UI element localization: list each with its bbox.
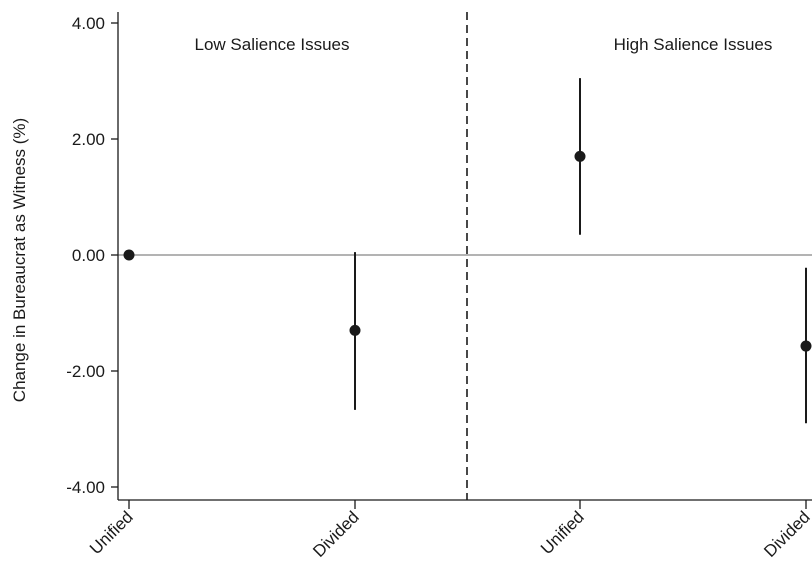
y-tick-label: 0.00 <box>72 246 105 265</box>
y-tick-label: 4.00 <box>72 14 105 33</box>
reference-lines <box>118 12 812 500</box>
x-tick-label: Unified <box>537 507 588 558</box>
y-tick-label: -4.00 <box>66 478 105 497</box>
panel-title: High Salience Issues <box>614 35 773 54</box>
x-tick-label: Divided <box>760 507 812 561</box>
data-point <box>800 340 812 352</box>
y-axis: 4.00 2.00 0.00 -2.00 -4.00 Change in Bureaucr… <box>10 12 119 500</box>
data-point <box>123 249 135 261</box>
x-axis: Unified Divided Unified Divided <box>86 499 812 561</box>
panel-labels: Low Salience Issues High Salience Issues <box>195 35 773 54</box>
data-marks <box>123 78 812 424</box>
y-tick-label: -2.00 <box>66 362 105 381</box>
panel-title: Low Salience Issues <box>195 35 350 54</box>
data-point <box>349 324 361 336</box>
y-axis-title: Change in Bureaucrat as Witness (%) <box>10 118 29 402</box>
x-tick-label: Divided <box>309 507 363 561</box>
y-tick-label: 2.00 <box>72 130 105 149</box>
x-tick-label: Unified <box>86 507 137 558</box>
data-point <box>574 150 586 162</box>
